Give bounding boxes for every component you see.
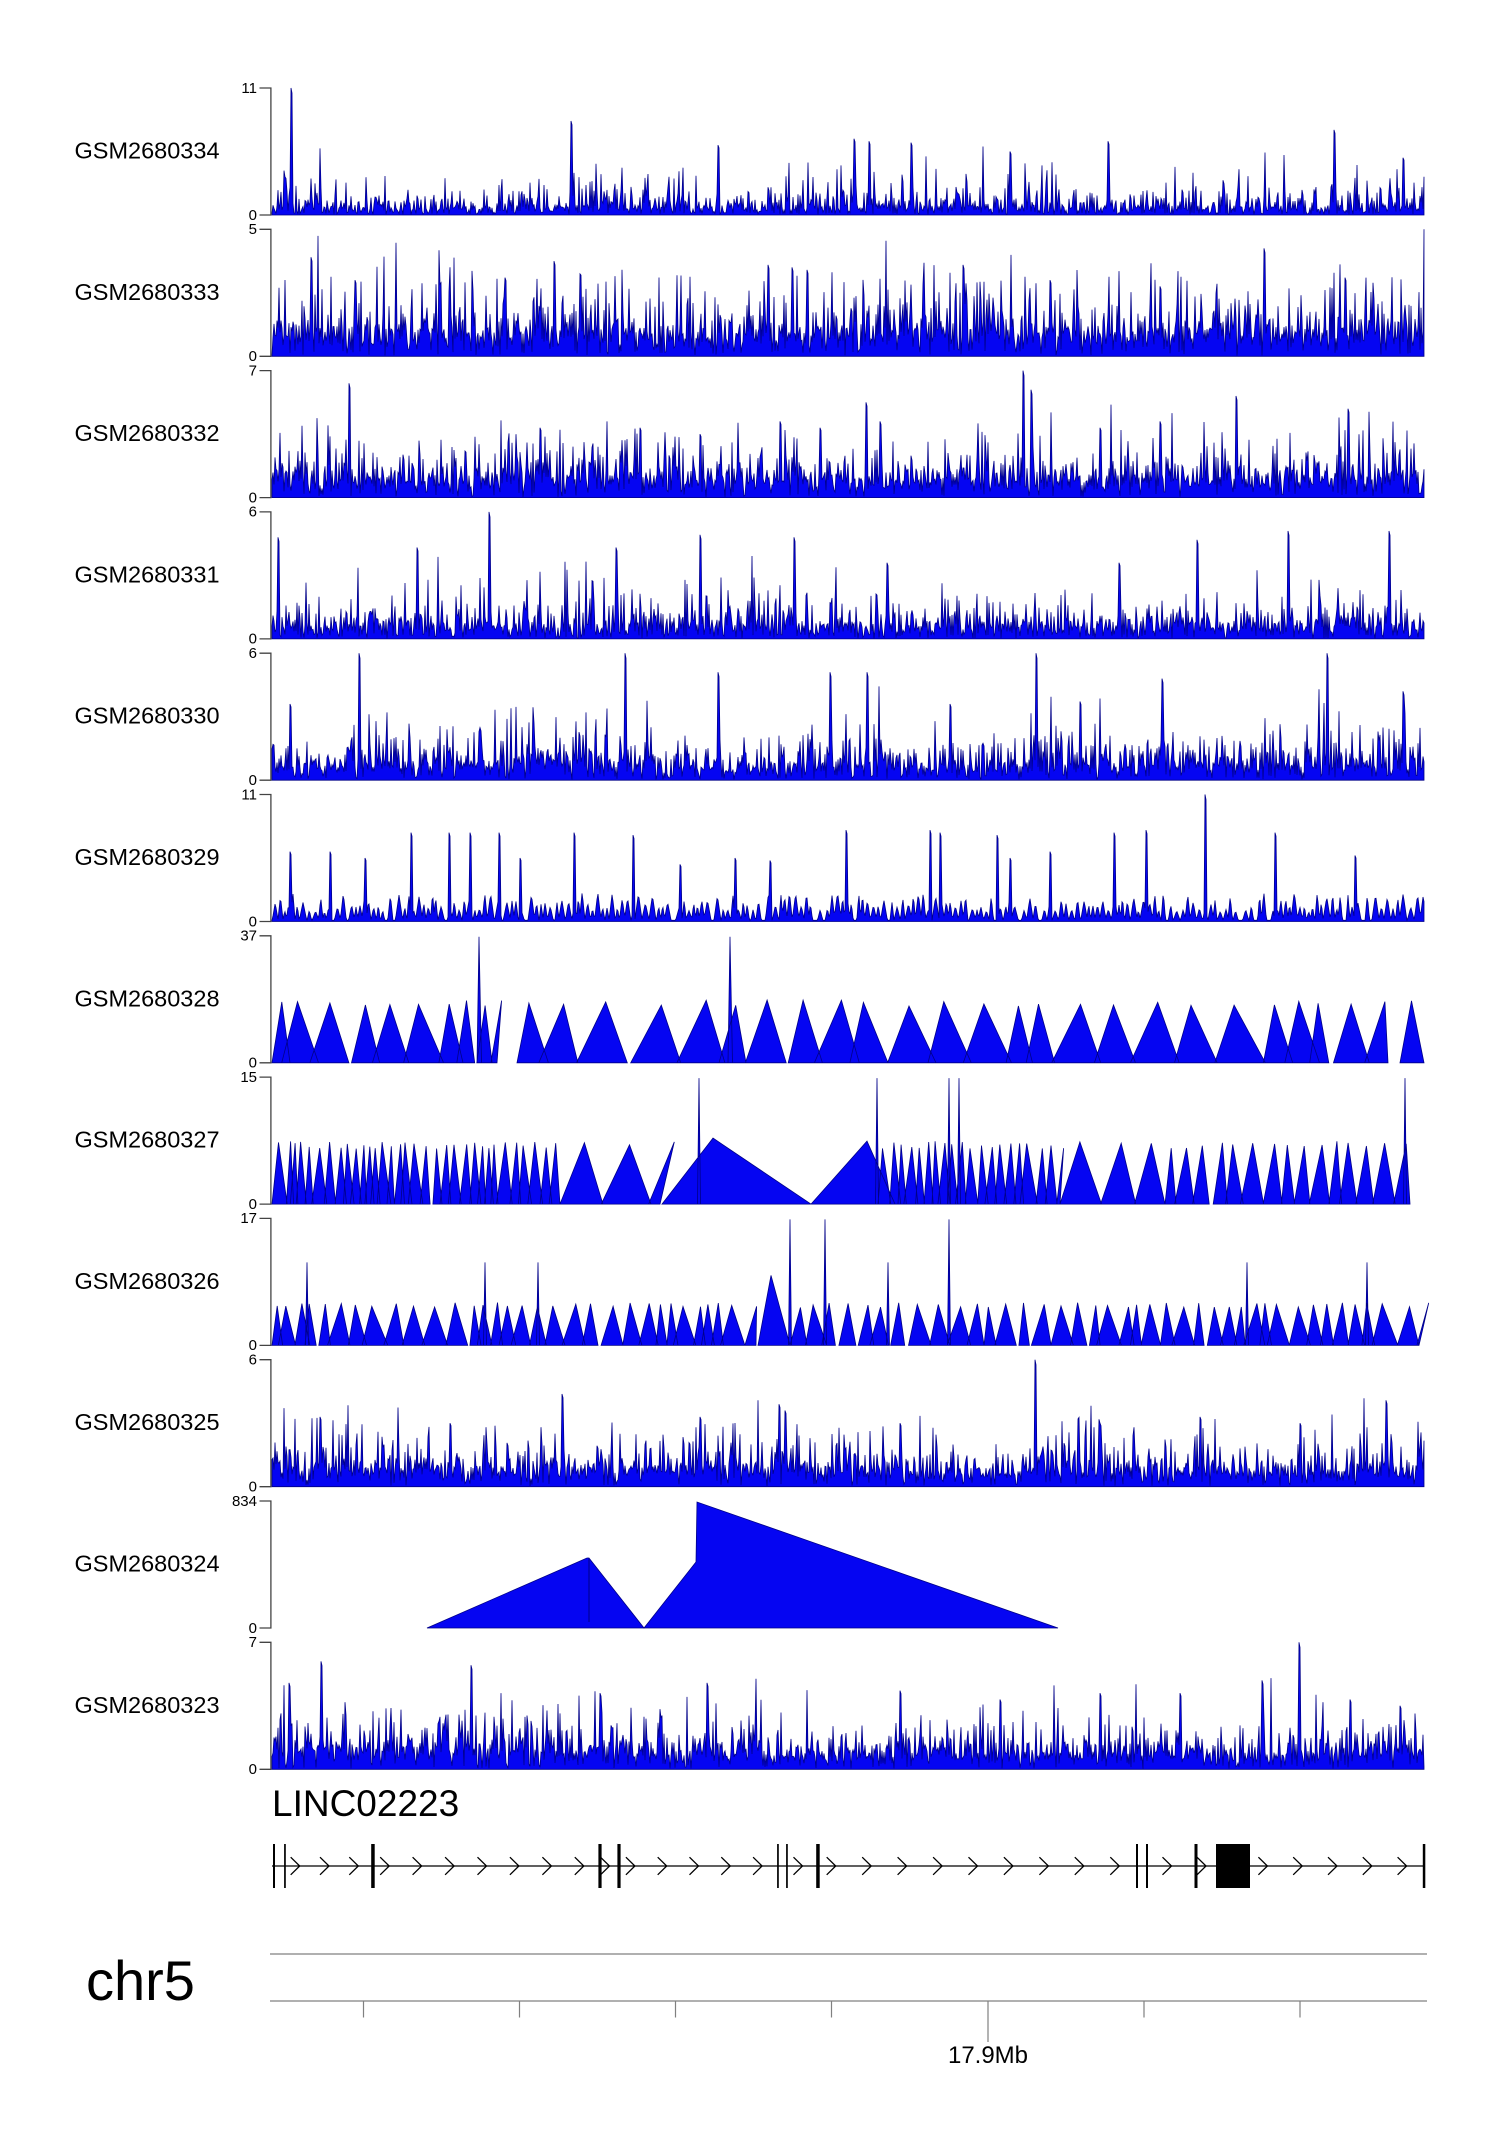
svg-text:0: 0	[249, 1479, 257, 1496]
svg-text:GSM2680333: GSM2680333	[75, 279, 220, 305]
svg-text:834: 834	[232, 1493, 257, 1510]
svg-text:7: 7	[249, 1634, 257, 1651]
svg-text:6: 6	[249, 504, 257, 521]
svg-text:11: 11	[241, 80, 257, 97]
svg-text:0: 0	[249, 1196, 257, 1213]
svg-text:0: 0	[249, 913, 257, 930]
svg-text:GSM2680329: GSM2680329	[75, 844, 220, 870]
svg-text:15: 15	[240, 1069, 257, 1086]
svg-text:GSM2680332: GSM2680332	[75, 420, 220, 446]
svg-text:GSM2680327: GSM2680327	[75, 1127, 220, 1153]
svg-text:0: 0	[249, 489, 257, 506]
svg-text:17.9Mb: 17.9Mb	[948, 2042, 1028, 2069]
svg-text:0: 0	[249, 1337, 257, 1354]
svg-text:7: 7	[249, 362, 257, 379]
svg-text:GSM2680323: GSM2680323	[75, 1692, 220, 1718]
svg-text:GSM2680330: GSM2680330	[75, 703, 220, 729]
svg-text:chr5: chr5	[86, 1949, 195, 2012]
svg-text:0: 0	[249, 772, 257, 789]
svg-text:0: 0	[249, 1055, 257, 1072]
svg-text:0: 0	[249, 631, 257, 648]
svg-text:17: 17	[240, 1210, 257, 1227]
svg-text:LINC02223: LINC02223	[272, 1783, 459, 1824]
svg-text:GSM2680325: GSM2680325	[75, 1409, 220, 1435]
svg-text:0: 0	[249, 207, 257, 224]
svg-text:6: 6	[249, 1352, 257, 1369]
svg-text:GSM2680324: GSM2680324	[75, 1551, 220, 1577]
svg-text:GSM2680326: GSM2680326	[75, 1268, 220, 1294]
svg-text:5: 5	[249, 221, 257, 238]
svg-text:GSM2680334: GSM2680334	[75, 138, 220, 164]
svg-text:GSM2680331: GSM2680331	[75, 561, 220, 587]
svg-text:11: 11	[241, 786, 257, 803]
svg-text:37: 37	[240, 928, 257, 945]
svg-text:6: 6	[249, 645, 257, 662]
svg-text:0: 0	[249, 1761, 257, 1778]
svg-text:0: 0	[249, 1620, 257, 1637]
svg-text:GSM2680328: GSM2680328	[75, 985, 220, 1011]
svg-text:0: 0	[249, 348, 257, 365]
